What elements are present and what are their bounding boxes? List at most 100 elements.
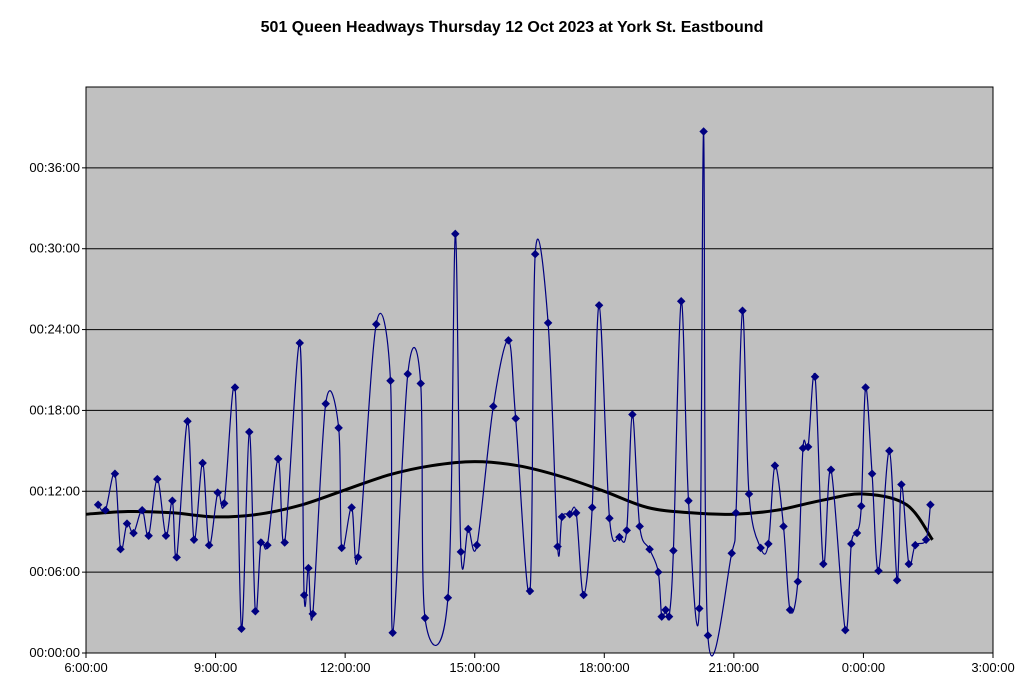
data-point bbox=[168, 496, 177, 505]
x-tick-label: 12:00:00 bbox=[320, 660, 371, 675]
data-point bbox=[841, 625, 850, 635]
data-point bbox=[219, 499, 229, 508]
data-point bbox=[628, 410, 637, 419]
data-point bbox=[295, 338, 305, 348]
data-point bbox=[756, 543, 765, 553]
data-point bbox=[645, 545, 654, 554]
data-point bbox=[664, 612, 674, 621]
data-point bbox=[245, 427, 254, 437]
y-tick-label: 00:18:00 bbox=[29, 402, 80, 417]
y-tick-label: 00:00:00 bbox=[29, 645, 80, 660]
data-point bbox=[703, 631, 713, 640]
axes: 00:00:00 00:06:00 00:12:00 00:18:00 00:24:00… bbox=[29, 160, 1014, 675]
plot-area bbox=[85, 86, 994, 654]
x-tick-label: 6:00:00 bbox=[64, 660, 107, 675]
data-point bbox=[852, 528, 862, 538]
data-point bbox=[386, 376, 395, 386]
data-point bbox=[204, 540, 214, 550]
x-tick-label: 18:00:00 bbox=[579, 660, 630, 675]
data-point bbox=[810, 372, 820, 381]
data-point bbox=[388, 628, 397, 637]
data-point bbox=[198, 458, 207, 468]
data-point bbox=[472, 540, 482, 550]
data-point bbox=[553, 542, 562, 551]
data-point bbox=[744, 489, 754, 499]
data-point bbox=[489, 402, 498, 411]
data-point bbox=[669, 546, 678, 555]
data-point bbox=[727, 549, 736, 558]
x-tick-label: 15:00:00 bbox=[449, 660, 500, 675]
data-point bbox=[738, 306, 747, 315]
x-tick-label: 9:00:00 bbox=[194, 660, 237, 675]
data-point bbox=[622, 526, 631, 535]
data-point bbox=[183, 416, 192, 426]
data-point bbox=[885, 446, 894, 456]
data-point bbox=[525, 586, 535, 596]
data-point bbox=[304, 563, 313, 573]
data-point bbox=[684, 496, 693, 505]
data-point bbox=[153, 474, 162, 484]
data-point bbox=[847, 539, 856, 549]
y-tick-label: 00:36:00 bbox=[29, 160, 80, 175]
data-point bbox=[308, 609, 317, 619]
chart-title: 501 Queen Headways Thursday 12 Oct 2023 … bbox=[260, 19, 764, 36]
data-point bbox=[594, 301, 604, 310]
data-point bbox=[921, 535, 931, 545]
data-point bbox=[347, 503, 356, 512]
data-point bbox=[793, 577, 803, 586]
gridlines bbox=[86, 167, 993, 573]
data-point bbox=[785, 605, 795, 615]
data-point bbox=[189, 535, 199, 545]
data-point bbox=[695, 604, 704, 613]
y-tick-label: 00:24:00 bbox=[29, 322, 80, 337]
data-point bbox=[93, 500, 103, 510]
data-point bbox=[605, 513, 614, 523]
data-point bbox=[420, 613, 430, 623]
data-point bbox=[371, 319, 381, 329]
trendline-layer bbox=[85, 460, 934, 541]
data-point bbox=[904, 559, 914, 569]
data-point bbox=[137, 505, 147, 515]
data-point bbox=[557, 512, 567, 522]
data-point bbox=[897, 480, 906, 489]
data-point bbox=[110, 469, 120, 479]
data-point bbox=[511, 414, 520, 423]
data-point bbox=[463, 524, 473, 534]
data-point bbox=[172, 553, 181, 562]
data-point bbox=[911, 540, 920, 550]
data-point bbox=[764, 539, 773, 549]
y-tick-label: 00:12:00 bbox=[29, 483, 80, 498]
data-point bbox=[213, 488, 222, 497]
x-tick-label: 0:00:00 bbox=[842, 660, 885, 675]
x-tick-label: 21:00:00 bbox=[709, 660, 760, 675]
data-point bbox=[403, 369, 412, 379]
data-point bbox=[565, 509, 574, 519]
data-point bbox=[861, 383, 870, 392]
data-point bbox=[530, 249, 540, 259]
data-point bbox=[353, 553, 363, 562]
y-tick-label: 00:06:00 bbox=[29, 564, 80, 579]
data-point bbox=[635, 522, 644, 531]
data-point bbox=[543, 318, 553, 328]
data-point bbox=[615, 532, 624, 542]
data-point bbox=[504, 336, 513, 345]
data-point bbox=[122, 519, 132, 528]
data-point bbox=[654, 567, 663, 577]
data-point bbox=[819, 559, 828, 569]
data-point bbox=[116, 544, 125, 554]
x-tick-label: 3:00:00 bbox=[971, 660, 1014, 675]
data-point bbox=[230, 383, 240, 392]
data-point bbox=[263, 540, 272, 550]
data-point bbox=[699, 127, 708, 136]
data-point bbox=[456, 547, 466, 557]
data-point bbox=[661, 605, 670, 615]
data-point bbox=[892, 575, 902, 585]
data-point bbox=[299, 590, 309, 600]
data-point bbox=[779, 522, 788, 531]
data-point bbox=[280, 538, 289, 547]
series-line bbox=[97, 130, 931, 657]
y-tick-label: 00:30:00 bbox=[29, 241, 80, 256]
data-point bbox=[676, 297, 686, 306]
data-point bbox=[273, 454, 283, 464]
